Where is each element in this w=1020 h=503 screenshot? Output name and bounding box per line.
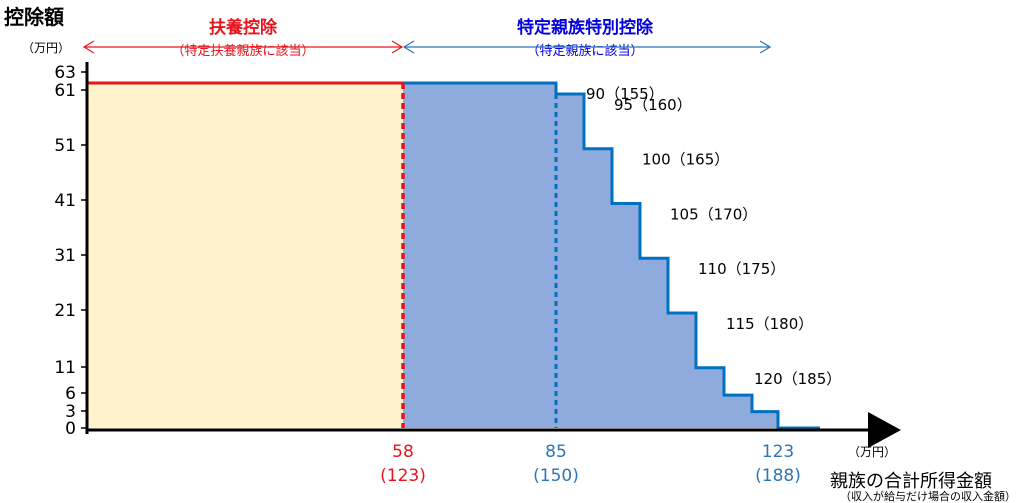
region-fuyou-note: （特定扶養親族に該当） [171,43,314,59]
x-marker-value: 58 [392,442,414,462]
x-axis-title: 親族の合計所得金額 [830,471,992,492]
y-tick-label: 11 [54,358,76,378]
x-axis-subtitle: （収入が給与だけ場合の収入金額） [840,489,1016,503]
x-marker-value: 123 [762,442,794,462]
step-condition-label: 90（155） [586,85,664,103]
region-tokutei-note: （特定親族に該当） [526,43,643,59]
x-marker-sub: (150) [533,466,579,486]
x-marker-value: 85 [545,442,567,462]
step-condition-label: 115（180） [726,315,813,333]
region-tokutei-title: 特定親族特別控除 [517,17,654,38]
y-tick-label: 63 [54,63,76,83]
y-tick-label: 51 [54,136,76,156]
y-tick-label: 21 [54,301,76,321]
y-tick-label: 31 [54,246,76,266]
y-tick-label: 3 [65,402,76,422]
step-condition-label: 120（185） [754,370,841,388]
step-condition-label: 105（170） [670,205,757,223]
region-fuyou-title: 扶養控除 [209,17,278,38]
y-tick-label: 41 [54,191,76,211]
region-tokutei-fill [403,83,778,429]
step-condition-label: 100（165） [642,151,729,169]
step-condition-label: 95（160） [614,96,692,114]
y-tick-label: 0 [65,419,76,439]
x-marker-sub: (188) [755,466,801,486]
y-axis-unit: （万円） [22,41,70,55]
y-tick-label: 6 [65,384,76,404]
x-marker-sub: (123) [380,466,426,486]
step-condition-label: 110（175） [698,260,785,278]
region-fuyou-fill [87,83,403,429]
y-axis-title: 控除額 [4,5,64,29]
y-tick-label: 61 [54,81,76,101]
x-axis-unit: （万円） [848,445,896,459]
step-line-tokutei [403,81,820,430]
